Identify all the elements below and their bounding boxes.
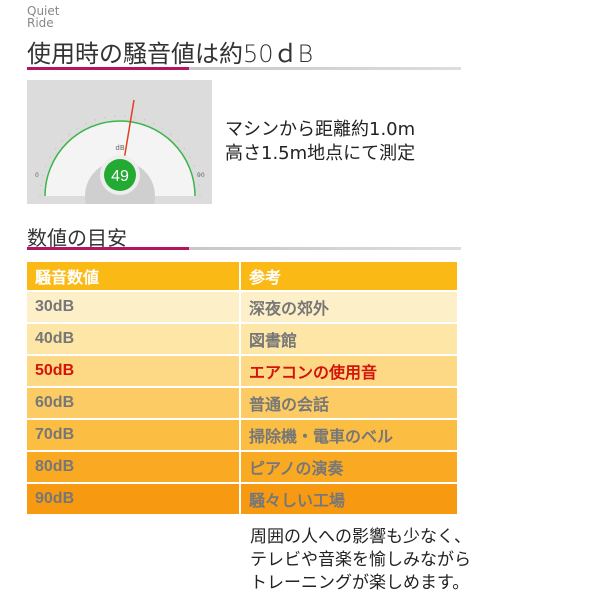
level-cell: 60dB [27, 388, 241, 418]
section-underline [27, 247, 461, 250]
table-row: 80dB ピアノの演奏 [27, 452, 457, 482]
brand-line2: Ride [27, 16, 54, 30]
gauge-value: 49 [111, 168, 129, 185]
level-cell: 90dB [27, 484, 241, 514]
closing-note: 周囲の人への影響も少なく、 テレビや音楽を愉しみながら トレーニングが楽しめます… [250, 526, 471, 595]
noise-level-table: 騒音数値 参考 30dB 深夜の郊外 40dB 図書館 50dB エアコンの使用音 6… [27, 260, 457, 516]
level-cell: 40dB [27, 324, 241, 354]
gauge-min: 0 [35, 172, 39, 179]
level-cell: 30dB [27, 292, 241, 322]
measurement-line2: 高さ1.5m地点にて測定 [225, 143, 416, 164]
table-row: 60dB 普通の会話 [27, 388, 457, 418]
level-cell: 50dB [27, 356, 241, 386]
note-line1: 周囲の人への影響も少なく、 [250, 527, 471, 547]
header-reference: 参考 [241, 262, 457, 290]
note-line2: テレビや音楽を愉しみながら [250, 550, 471, 570]
title-underline [27, 67, 461, 70]
sound-meter-image: dB 49 0 90 [27, 80, 212, 231]
table-row-highlighted: 50dB エアコンの使用音 [27, 356, 457, 386]
reference-cell: ピアノの演奏 [249, 461, 344, 478]
brand-logo: Quiet Ride [27, 5, 59, 29]
reference-cell: 図書館 [249, 333, 298, 350]
level-cell: 80dB [27, 452, 241, 482]
table-header: 騒音数値 参考 [27, 262, 457, 290]
reference-cell: 深夜の郊外 [249, 301, 330, 318]
table-row: 70dB 掃除機・電車のベル [27, 420, 457, 450]
level-cell: 70dB [27, 420, 241, 450]
table-row: 40dB 図書館 [27, 324, 457, 354]
header-level: 騒音数値 [27, 262, 241, 290]
reference-cell: 騒々しい工場 [249, 493, 346, 510]
gauge-unit: dB [115, 144, 124, 152]
note-line3: トレーニングが楽しめます。 [250, 573, 470, 593]
table-row: 90dB 騒々しい工場 [27, 484, 457, 514]
reference-cell: 掃除機・電車のベル [249, 429, 394, 446]
brand-line1: Quiet [27, 4, 60, 18]
page-title: 使用時の騒音値は約50ｄB [27, 40, 314, 68]
reference-cell: エアコンの使用音 [249, 365, 378, 382]
reference-cell: 普通の会話 [249, 397, 330, 414]
section-title: 数値の目安 [27, 226, 127, 250]
table-row: 30dB 深夜の郊外 [27, 292, 457, 322]
measurement-description: マシンから距離約1.0m 高さ1.5m地点にて測定 [225, 118, 415, 166]
measurement-line1: マシンから距離約1.0m [225, 119, 416, 140]
gauge-max: 90 [197, 172, 205, 179]
